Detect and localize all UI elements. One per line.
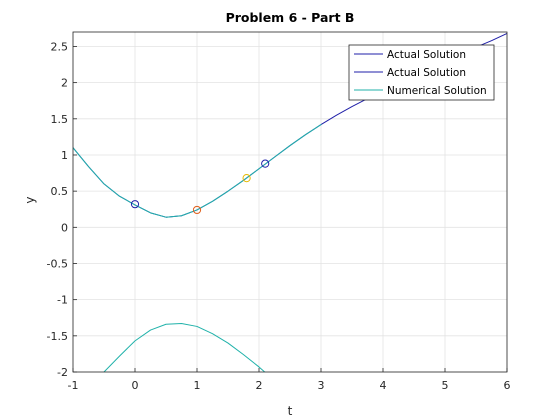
y-tick-label: 0 <box>61 221 68 234</box>
x-tick-label: 3 <box>318 379 325 392</box>
point-marker-3 <box>261 159 270 168</box>
legend-label-actual-1: Actual Solution <box>387 49 466 61</box>
x-tick-label: 5 <box>442 379 449 392</box>
legend-label-actual-2: Actual Solution <box>387 67 466 79</box>
point-marker-2 <box>242 174 251 183</box>
x-axis-ticks: -1 0 1 2 3 4 5 6 <box>68 368 511 392</box>
x-tick-label: 2 <box>256 379 263 392</box>
marker-layer <box>130 159 270 215</box>
y-tick-label: 2.5 <box>51 40 69 53</box>
y-axis-label: y <box>23 196 37 203</box>
y-axis-ticks: -2 -1.5 -1 -0.5 0 0.5 1 1.5 2 2.5 <box>47 40 77 379</box>
plot-frame <box>72 31 508 373</box>
y-tick-label: 1 <box>61 149 68 162</box>
y-tick-label: -2 <box>57 366 68 379</box>
y-tick-label: 2 <box>61 77 68 90</box>
x-axis-label: t <box>288 404 293 418</box>
y-tick-label: -1.5 <box>47 330 68 343</box>
series-line-2 <box>73 124 322 218</box>
legend: Actual Solution Actual Solution Numerica… <box>348 44 495 101</box>
x-tick-label: 6 <box>504 379 511 392</box>
y-tick-label: -0.5 <box>47 257 68 270</box>
series-line-3 <box>103 323 266 372</box>
x-tick-label: 1 <box>194 379 201 392</box>
x-tick-label: 4 <box>380 379 387 392</box>
x-tick-label: 0 <box>132 379 139 392</box>
point-marker-0 <box>130 200 140 209</box>
x-tick-label: -1 <box>68 379 79 392</box>
y-tick-label: 1.5 <box>51 113 69 126</box>
y-tick-label: 0.5 <box>51 185 69 198</box>
y-tick-label: -1 <box>57 294 68 307</box>
point-marker-1 <box>192 205 202 215</box>
legend-label-numerical: Numerical Solution <box>387 85 487 97</box>
chart-title: Problem 6 - Part B <box>226 10 355 25</box>
